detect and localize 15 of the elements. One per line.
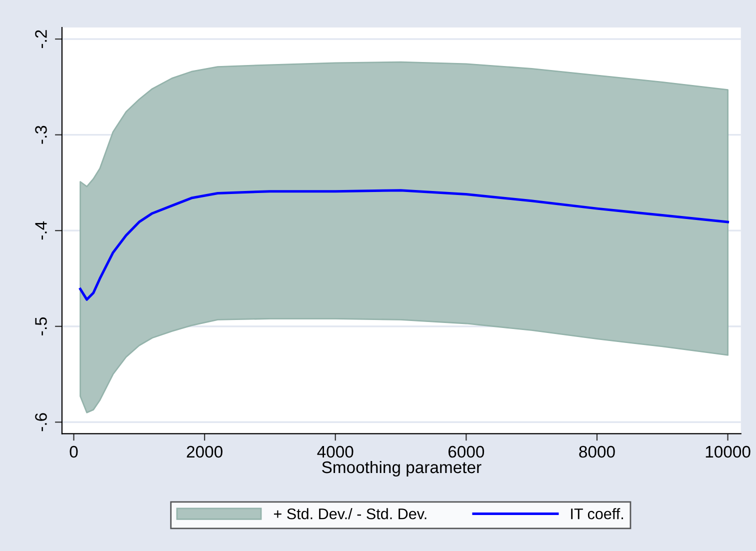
- x-axis-title: Smoothing parameter: [322, 460, 482, 477]
- y-tick-label: -.6: [35, 413, 47, 432]
- y-tick-label: -.3: [35, 126, 47, 144]
- y-tick-label: -.4: [35, 221, 47, 240]
- y-tick-label: -.5: [35, 317, 47, 336]
- x-tick-label: 8000: [579, 446, 615, 458]
- text: IT coeff.: [571, 508, 623, 520]
- line-series: [79, 189, 730, 301]
- y-tick-label: -.2: [35, 30, 47, 48]
- x-tick-label: 10000: [706, 446, 750, 458]
- x-tick-label: 4000: [317, 446, 354, 458]
- x-tick-label: 0: [70, 446, 78, 458]
- text: + Std. Dev./ - Std. Dev.: [274, 508, 426, 520]
- x-tick-label: 2000: [186, 446, 222, 458]
- x-tick-label: 6000: [448, 446, 484, 458]
